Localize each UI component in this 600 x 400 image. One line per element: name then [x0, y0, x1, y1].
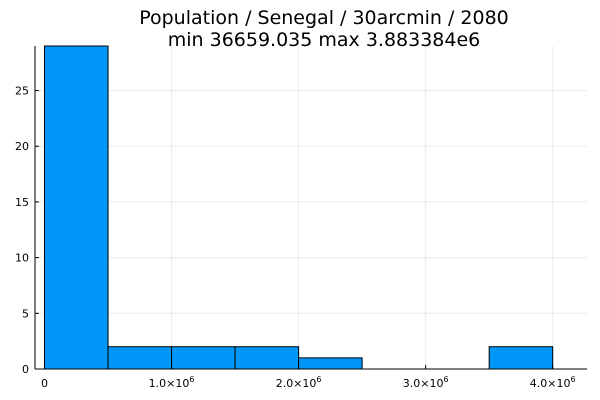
x-axis-ticks: 0 1.0×106 2.0×106 3.0×106 4.0×106: [41, 365, 576, 390]
histogram-bar: [171, 346, 236, 370]
x-tick-label: 0: [41, 377, 48, 390]
histogram-bar: [298, 357, 363, 370]
chart-title-line-1: Population / Senegal / 30arcmin / 2080: [139, 7, 509, 29]
axes: [34, 46, 587, 370]
y-axis-ticks: 0 5 10 15 20 25: [15, 85, 39, 376]
histogram-bar: [234, 346, 300, 370]
chart-title-line-2: min 36659.035 max 3.883384e6: [168, 29, 481, 51]
grid: [35, 46, 587, 370]
y-tick-label: 25: [15, 85, 29, 98]
y-tick-label: 5: [22, 307, 29, 320]
histogram-bar: [107, 346, 173, 370]
histogram-bar: [44, 45, 109, 370]
x-tick-label: 2.0×106: [276, 375, 322, 390]
y-tick-label: 0: [22, 363, 29, 376]
bars: [44, 45, 554, 370]
x-tick-label: 4.0×106: [530, 375, 576, 390]
y-tick-label: 20: [15, 140, 29, 153]
y-tick-label: 15: [15, 196, 29, 209]
histogram-bar: [488, 346, 554, 370]
y-tick-label: 10: [15, 252, 29, 265]
x-tick-label: 1.0×106: [149, 375, 195, 390]
x-tick-label: 3.0×106: [403, 375, 449, 390]
